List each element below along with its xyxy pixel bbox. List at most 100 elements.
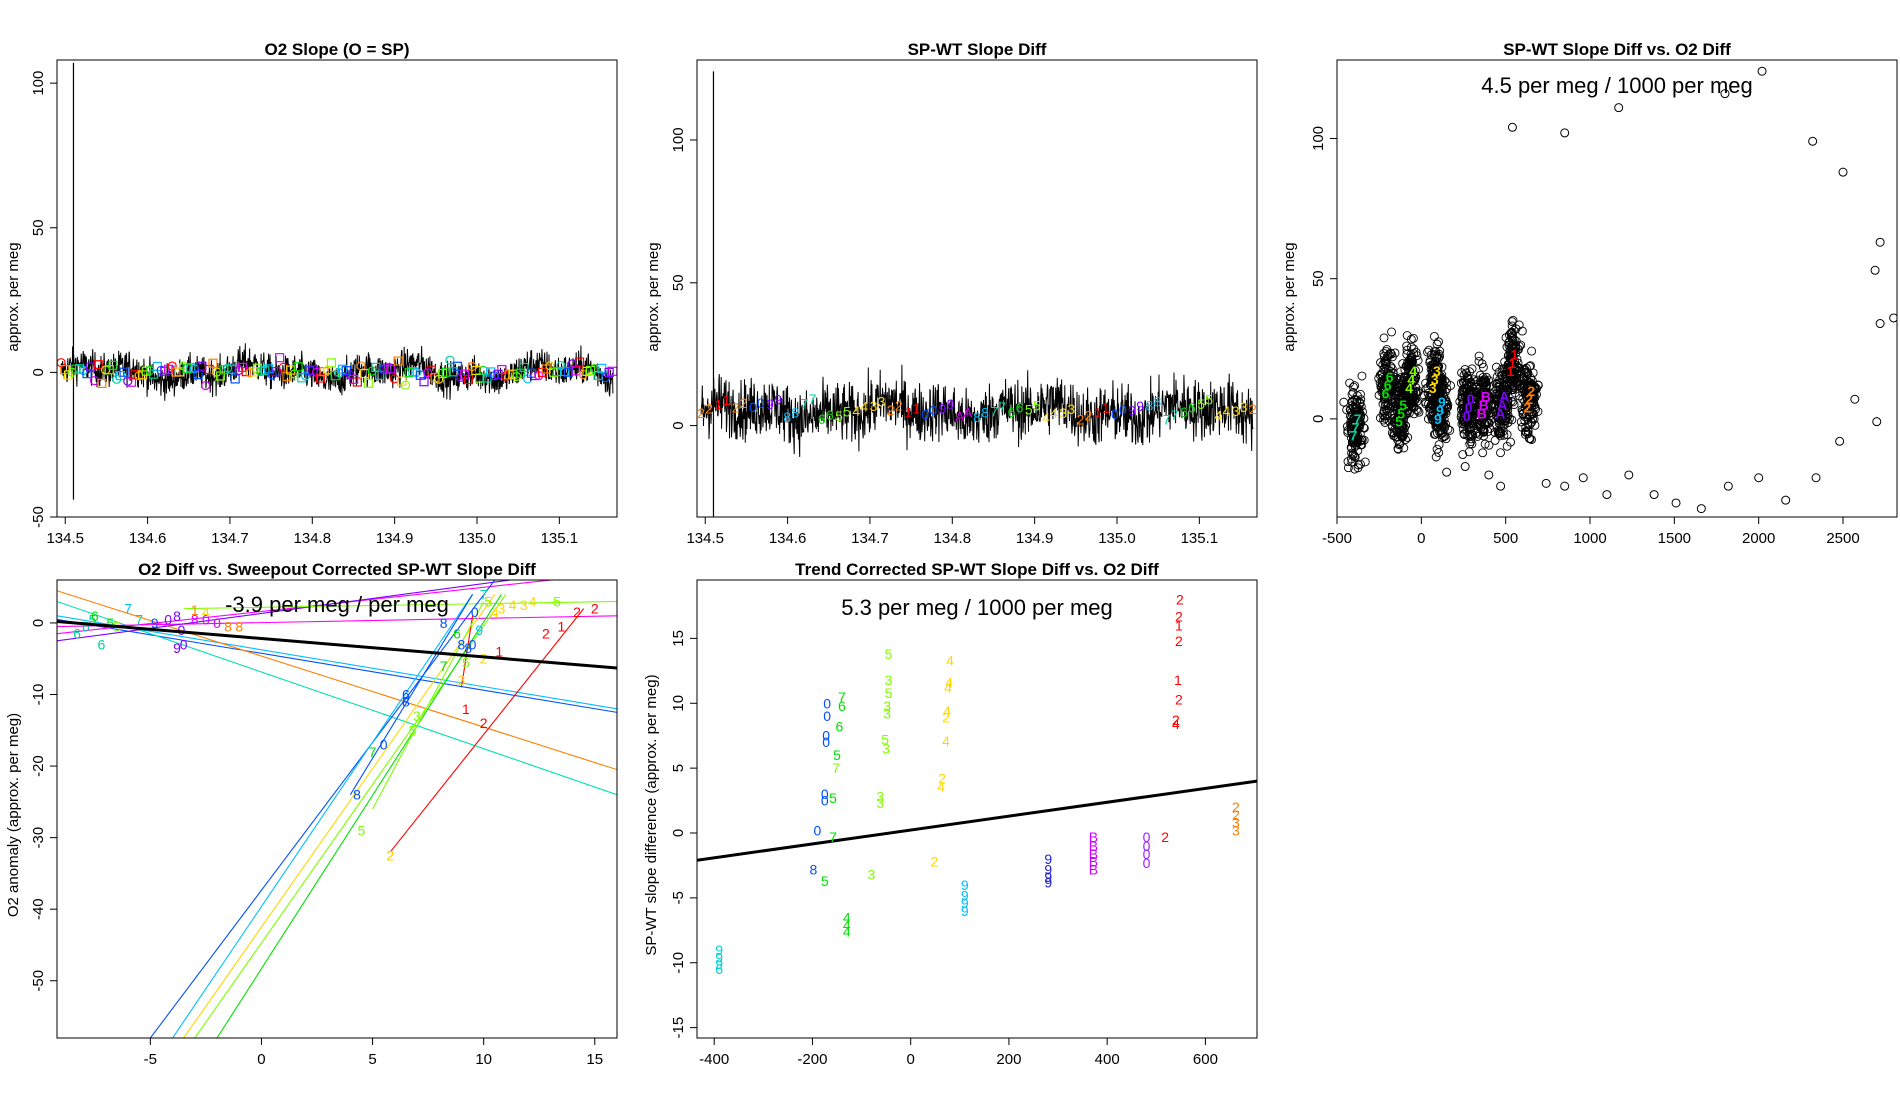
- scatter-point: [1533, 407, 1543, 416]
- point-label: 2: [887, 402, 895, 418]
- scatter-point: [1348, 450, 1358, 460]
- point-label: 1: [1102, 400, 1110, 416]
- scatter-point: [1435, 412, 1445, 422]
- point-label: 8: [191, 611, 199, 627]
- point-label: B: [1089, 861, 1098, 877]
- scatter-point: [1351, 435, 1361, 445]
- point-label: 2: [697, 405, 705, 421]
- point-label: 9: [961, 877, 969, 893]
- panel-o2-vs-sweepout-title: O2 Diff vs. Sweepout Corrected SP-WT Slo…: [138, 560, 536, 579]
- scatter-point: [1479, 427, 1489, 437]
- point-label: 2: [1085, 407, 1093, 423]
- point-marker: [293, 362, 303, 372]
- point-marker: [452, 361, 462, 371]
- scatter-point: [1350, 451, 1360, 461]
- panel-slope-vs-o2-annotation: 4.5 per meg / 1000 per meg: [1481, 73, 1753, 98]
- panel-o2-vs-sweepout: O2 Diff vs. Sweepout Corrected SP-WT Slo…: [5, 560, 618, 1068]
- series-line: [700, 364, 1254, 458]
- scatter-point: [1378, 376, 1387, 386]
- scatter-point: [1398, 386, 1408, 396]
- x-tick-label: 134.6: [129, 530, 167, 547]
- point-label: 0: [469, 636, 477, 652]
- point-label: 0: [749, 399, 757, 415]
- point-label: 5: [553, 593, 561, 609]
- scatter-point: [1505, 366, 1515, 376]
- scatter-point: [1406, 349, 1416, 359]
- scatter-point: [1496, 481, 1506, 491]
- point-label: 4: [509, 597, 517, 613]
- y-tick-label: -10: [670, 952, 687, 974]
- point-label: 8: [981, 405, 989, 421]
- point-label: 7: [809, 391, 817, 407]
- scatter-point: [1357, 371, 1367, 381]
- point-label: 3: [1067, 401, 1075, 417]
- scatter-point: [1456, 378, 1466, 388]
- point-label: 0: [1465, 400, 1473, 416]
- scatter-point: [1671, 498, 1681, 508]
- panel-trend-corrected-title: Trend Corrected SP-WT Slope Diff vs. O2 …: [795, 560, 1159, 579]
- scatter-point: [1380, 390, 1389, 400]
- point-label: 8: [973, 409, 981, 425]
- regression-line: [57, 600, 617, 796]
- scatter-point: [1402, 349, 1412, 359]
- scatter-point: [1754, 473, 1764, 483]
- point-label: 3: [1431, 372, 1439, 388]
- x-tick-label: -400: [699, 1051, 729, 1068]
- point-label: 1: [462, 701, 470, 717]
- scatter-point: [1383, 401, 1393, 411]
- scatter-point: [1467, 364, 1477, 374]
- scatter-point: [1530, 402, 1540, 412]
- point-label: 1: [722, 392, 730, 408]
- point-label: 2: [1077, 412, 1085, 428]
- x-tick-label: 15: [586, 1051, 603, 1068]
- point-label: 6: [818, 411, 826, 427]
- y-tick-label: -50: [30, 970, 47, 992]
- point-label: 1: [495, 644, 503, 660]
- x-tick-label: -500: [1322, 530, 1352, 547]
- point-label: 0: [821, 793, 829, 809]
- scatter-point: [1478, 448, 1488, 458]
- x-tick-label: 134.8: [934, 530, 972, 547]
- scatter-point: [1399, 424, 1409, 434]
- scatter-point: [1456, 412, 1466, 422]
- scatter-point: [1506, 437, 1516, 447]
- point-label: 8: [810, 861, 818, 877]
- scatter-point: [1649, 490, 1659, 500]
- point-label: 0: [929, 402, 937, 418]
- point-label: 6: [715, 961, 723, 977]
- scatter-point: [1429, 332, 1439, 341]
- point-label: 5: [358, 822, 366, 838]
- point-label: 2: [480, 715, 488, 731]
- point-label: 4: [860, 399, 868, 415]
- x-tick-label: 135.0: [1098, 530, 1136, 547]
- scatter-point: [1387, 352, 1397, 362]
- scatter-point: [1407, 390, 1417, 400]
- scatter-point: [1384, 378, 1393, 388]
- point-label: 8: [235, 619, 243, 635]
- point-label: 3: [1433, 363, 1441, 379]
- x-tick-label: 134.9: [376, 530, 414, 547]
- panel-spwt-slope-diff-marks: 2 2 1 1 2 2 0 0 9 98 87 76 6 5 5 4 4 3 32 2 1 1 0 0 9 9AA 8 8 7 7 6 6 5 5…: [697, 71, 1257, 517]
- point-label: 2: [1232, 807, 1240, 823]
- regression-line: [57, 615, 617, 710]
- scatter-point: [1427, 412, 1436, 421]
- scatter-point: [1393, 444, 1403, 454]
- plot-frame: [1336, 59, 1898, 518]
- scatter-point: [1429, 429, 1439, 439]
- point-label: 7: [829, 829, 837, 845]
- scatter-point: [1508, 383, 1518, 392]
- point-label: 2: [1523, 400, 1531, 416]
- point-label: 9: [1436, 402, 1444, 418]
- scatter-point: [1504, 338, 1514, 348]
- scatter-point: [1506, 351, 1516, 360]
- point-label: B: [1479, 397, 1489, 413]
- point-label: 3: [1240, 399, 1248, 415]
- scatter-point: [1850, 394, 1860, 404]
- point-label: 0: [1143, 829, 1151, 845]
- point-label: 5: [881, 732, 889, 748]
- scatter-point: [1475, 403, 1484, 413]
- scatter-point: [1518, 406, 1527, 416]
- scatter-point: [1380, 377, 1390, 387]
- scatter-point: [1480, 411, 1490, 421]
